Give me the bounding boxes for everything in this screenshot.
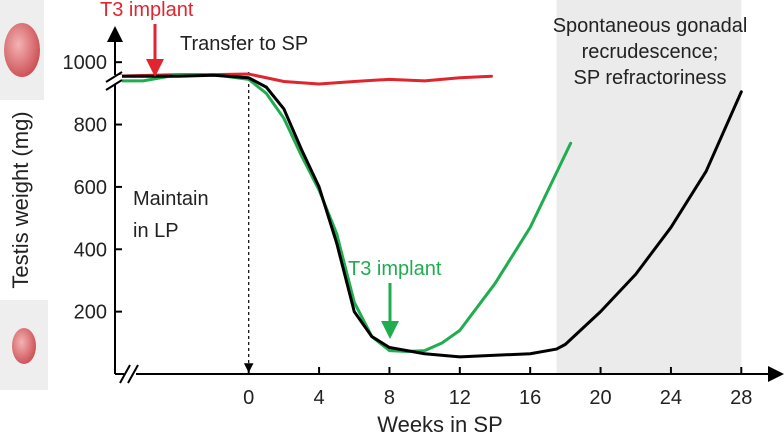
y-tick-label: 600 <box>74 177 107 199</box>
x-tick-label: 8 <box>384 387 395 409</box>
y-tick-label: 800 <box>74 115 107 137</box>
x-tick-label: 28 <box>730 387 752 409</box>
x-tick-label: 16 <box>519 387 541 409</box>
y-tick-label: 200 <box>74 302 107 324</box>
large-testis <box>4 23 40 77</box>
x-tick-label: 24 <box>660 387 682 409</box>
axis-breaks <box>105 71 139 384</box>
x-tick-label: 4 <box>314 387 325 409</box>
series-line <box>113 73 743 359</box>
annotation: recrudescence; <box>582 41 719 63</box>
x-axis-title: Weeks in SP <box>377 412 503 437</box>
annotation: SP refractoriness <box>573 67 726 89</box>
annotation: T3 implant <box>348 258 442 280</box>
annotation: Spontaneous gonadal <box>553 15 748 37</box>
small-testis <box>12 328 36 364</box>
testis-images <box>0 0 48 390</box>
annotation: Maintain <box>133 188 209 210</box>
y-axis-title: Testis weight (mg) <box>8 111 33 288</box>
x-tick-label: 20 <box>589 387 611 409</box>
annotation: in LP <box>133 220 179 242</box>
shaded-region <box>556 0 742 374</box>
annotation: Transfer to SP <box>180 33 308 55</box>
y-tick-label: 400 <box>74 239 107 261</box>
series-line <box>113 73 573 354</box>
y-tick-label: 1000 <box>63 52 108 74</box>
x-tick-label: 12 <box>449 387 471 409</box>
x-tick-label: 0 <box>243 387 254 409</box>
annotation: T3 implant <box>100 0 194 21</box>
